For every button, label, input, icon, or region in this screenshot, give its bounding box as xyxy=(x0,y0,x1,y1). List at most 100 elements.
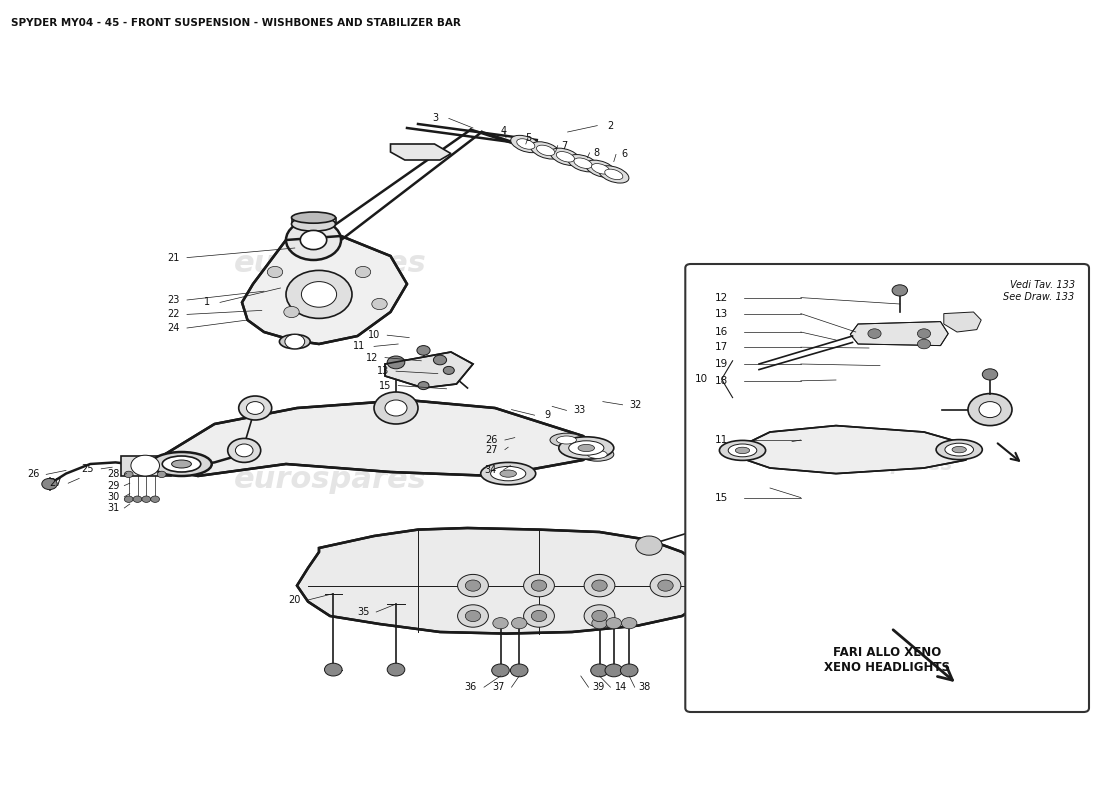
Text: 13: 13 xyxy=(715,309,728,318)
Text: 36: 36 xyxy=(464,682,477,692)
Text: FARI ALLO XENO
XENO HEADLIGHTS: FARI ALLO XENO XENO HEADLIGHTS xyxy=(824,646,950,674)
Circle shape xyxy=(592,618,607,629)
Text: 15: 15 xyxy=(715,493,728,502)
Circle shape xyxy=(285,334,305,349)
Text: eurospares: eurospares xyxy=(829,454,953,474)
Circle shape xyxy=(133,496,142,502)
Circle shape xyxy=(917,329,931,338)
Ellipse shape xyxy=(587,450,607,458)
Ellipse shape xyxy=(557,436,576,444)
Ellipse shape xyxy=(152,452,211,476)
Circle shape xyxy=(650,574,681,597)
Text: 18: 18 xyxy=(715,376,728,386)
Text: 4: 4 xyxy=(500,126,507,136)
Ellipse shape xyxy=(592,163,609,174)
Circle shape xyxy=(868,329,881,338)
Circle shape xyxy=(443,366,454,374)
Text: 6: 6 xyxy=(621,150,628,159)
Ellipse shape xyxy=(491,466,526,481)
Ellipse shape xyxy=(735,447,750,454)
Text: 30: 30 xyxy=(107,492,120,502)
Ellipse shape xyxy=(550,148,581,166)
Text: 37: 37 xyxy=(492,682,505,692)
Ellipse shape xyxy=(292,217,336,231)
Text: 26: 26 xyxy=(26,470,40,479)
Text: 32: 32 xyxy=(629,400,642,410)
Text: 5: 5 xyxy=(525,133,531,142)
Text: 26: 26 xyxy=(485,435,498,445)
Circle shape xyxy=(465,610,481,622)
Circle shape xyxy=(286,270,352,318)
Text: 22: 22 xyxy=(167,310,180,319)
Circle shape xyxy=(458,574,488,597)
Ellipse shape xyxy=(163,456,200,472)
Circle shape xyxy=(246,402,264,414)
Ellipse shape xyxy=(719,440,766,460)
Ellipse shape xyxy=(574,158,592,169)
Polygon shape xyxy=(944,312,981,332)
Circle shape xyxy=(124,496,133,502)
Circle shape xyxy=(584,605,615,627)
Text: 20: 20 xyxy=(288,595,301,605)
Text: 2: 2 xyxy=(607,121,614,130)
Ellipse shape xyxy=(279,334,310,349)
Circle shape xyxy=(636,536,662,555)
Circle shape xyxy=(142,496,151,502)
Text: 31: 31 xyxy=(107,503,120,513)
Text: 16: 16 xyxy=(715,327,728,337)
Ellipse shape xyxy=(559,437,614,459)
Text: 15: 15 xyxy=(378,381,392,390)
Circle shape xyxy=(592,580,607,591)
Circle shape xyxy=(621,618,637,629)
Circle shape xyxy=(605,664,623,677)
Text: 12: 12 xyxy=(715,293,728,302)
Text: 8: 8 xyxy=(593,148,600,158)
Ellipse shape xyxy=(530,142,561,159)
Ellipse shape xyxy=(566,442,600,454)
Ellipse shape xyxy=(499,470,517,477)
Ellipse shape xyxy=(945,443,974,456)
Circle shape xyxy=(300,230,327,250)
Text: 13: 13 xyxy=(376,366,389,376)
Text: eurospares: eurospares xyxy=(233,250,427,278)
Text: 27: 27 xyxy=(48,478,62,488)
Ellipse shape xyxy=(728,444,757,457)
Text: 28: 28 xyxy=(107,470,120,479)
FancyBboxPatch shape xyxy=(685,264,1089,712)
Ellipse shape xyxy=(481,462,536,485)
Circle shape xyxy=(124,471,133,478)
Circle shape xyxy=(592,610,607,622)
Text: 29: 29 xyxy=(107,481,120,490)
Ellipse shape xyxy=(568,154,598,172)
Circle shape xyxy=(465,580,481,591)
Ellipse shape xyxy=(557,151,574,162)
Text: 1: 1 xyxy=(204,298,210,307)
Text: 10: 10 xyxy=(695,374,708,384)
Text: 11: 11 xyxy=(352,342,365,351)
Ellipse shape xyxy=(569,441,604,455)
Text: 23: 23 xyxy=(167,295,180,305)
Circle shape xyxy=(284,306,299,318)
Ellipse shape xyxy=(598,166,629,183)
Ellipse shape xyxy=(585,160,616,178)
Circle shape xyxy=(917,339,931,349)
Ellipse shape xyxy=(581,447,614,461)
Circle shape xyxy=(979,402,1001,418)
Circle shape xyxy=(355,266,371,278)
Polygon shape xyxy=(390,144,451,160)
Circle shape xyxy=(374,392,418,424)
Text: 7: 7 xyxy=(561,141,568,150)
Ellipse shape xyxy=(550,434,583,446)
Text: 39: 39 xyxy=(592,682,605,692)
Ellipse shape xyxy=(605,169,623,180)
Circle shape xyxy=(385,400,407,416)
Text: 10: 10 xyxy=(367,330,381,340)
Circle shape xyxy=(531,610,547,622)
Text: 19: 19 xyxy=(715,359,728,369)
Circle shape xyxy=(591,664,608,677)
Text: 12: 12 xyxy=(365,353,378,362)
Circle shape xyxy=(982,369,998,380)
Circle shape xyxy=(531,580,547,591)
Ellipse shape xyxy=(936,440,982,459)
Circle shape xyxy=(239,396,272,420)
